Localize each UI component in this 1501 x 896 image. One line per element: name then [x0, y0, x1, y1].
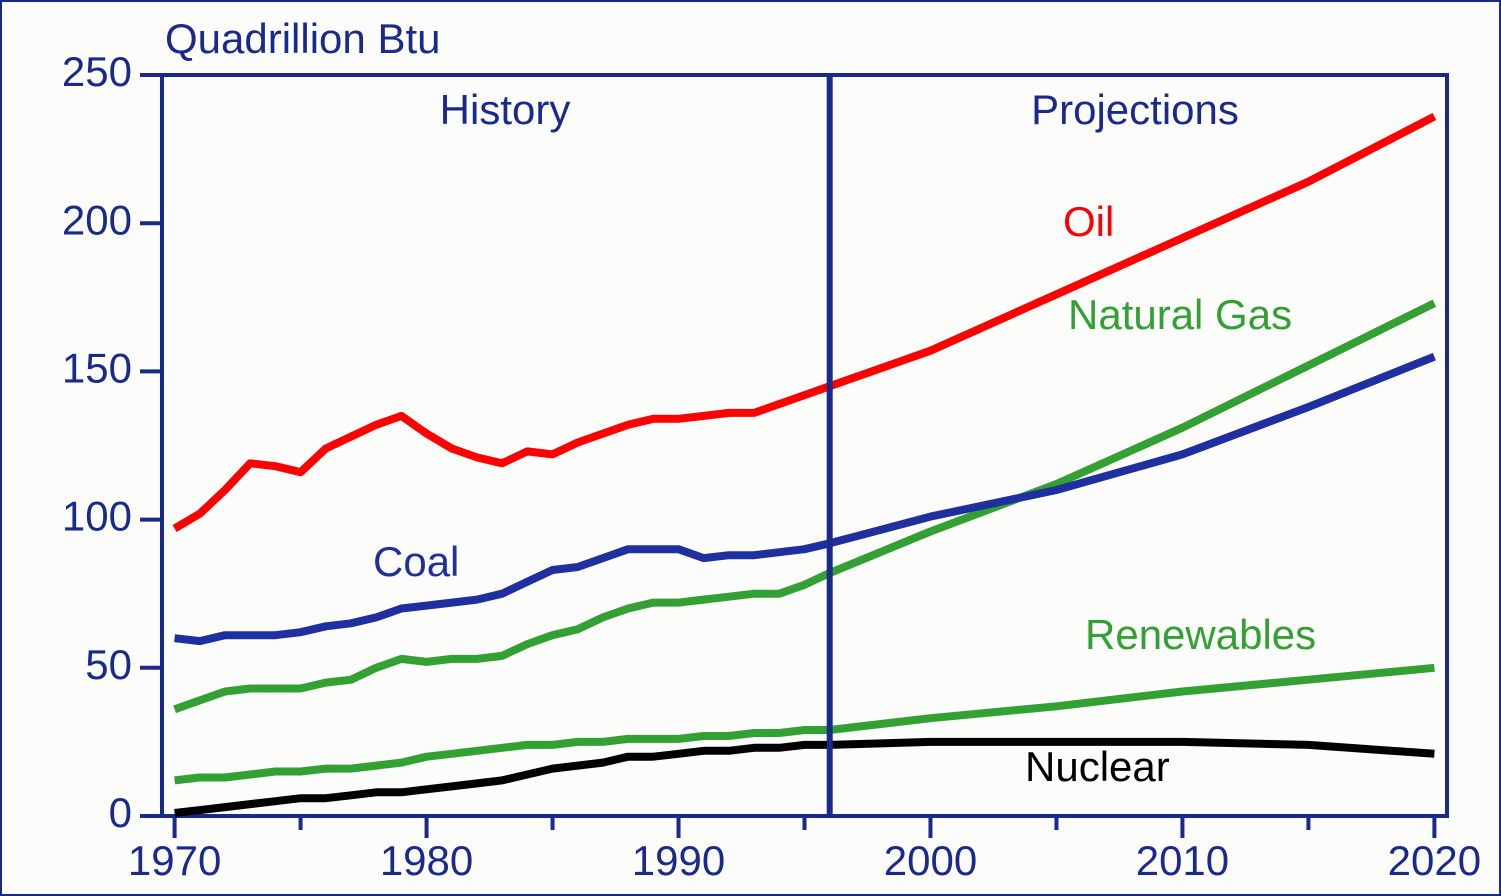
y-tick-label: 150 — [62, 344, 132, 391]
series-label: Natural Gas — [1068, 291, 1292, 338]
y-tick-label: 100 — [62, 493, 132, 540]
x-tick-label: 1980 — [380, 837, 473, 884]
history-label: History — [440, 86, 571, 133]
y-tick-label: 0 — [109, 789, 132, 836]
x-tick-label: 2020 — [1388, 837, 1481, 884]
y-tick-label: 200 — [62, 196, 132, 243]
y-axis-label: Quadrillion Btu — [165, 15, 440, 62]
projections-label: Projections — [1031, 86, 1239, 133]
x-tick-label: 1990 — [632, 837, 725, 884]
series-label: Renewables — [1085, 611, 1316, 658]
series-line — [172, 112, 1437, 532]
series-line — [174, 737, 1435, 817]
y-tick-label: 50 — [85, 641, 132, 688]
series-line — [174, 663, 1435, 785]
series-label: Nuclear — [1025, 743, 1170, 790]
plot-area — [160, 73, 1449, 818]
y-tick-label: 250 — [62, 48, 132, 95]
series-label: Oil — [1063, 198, 1114, 245]
x-tick-label: 2010 — [1136, 837, 1229, 884]
series-line — [173, 299, 1437, 714]
x-tick-label: 1970 — [128, 837, 221, 884]
x-tick-label: 2000 — [884, 837, 977, 884]
series-line — [174, 352, 1436, 646]
series-label: Coal — [373, 538, 459, 585]
